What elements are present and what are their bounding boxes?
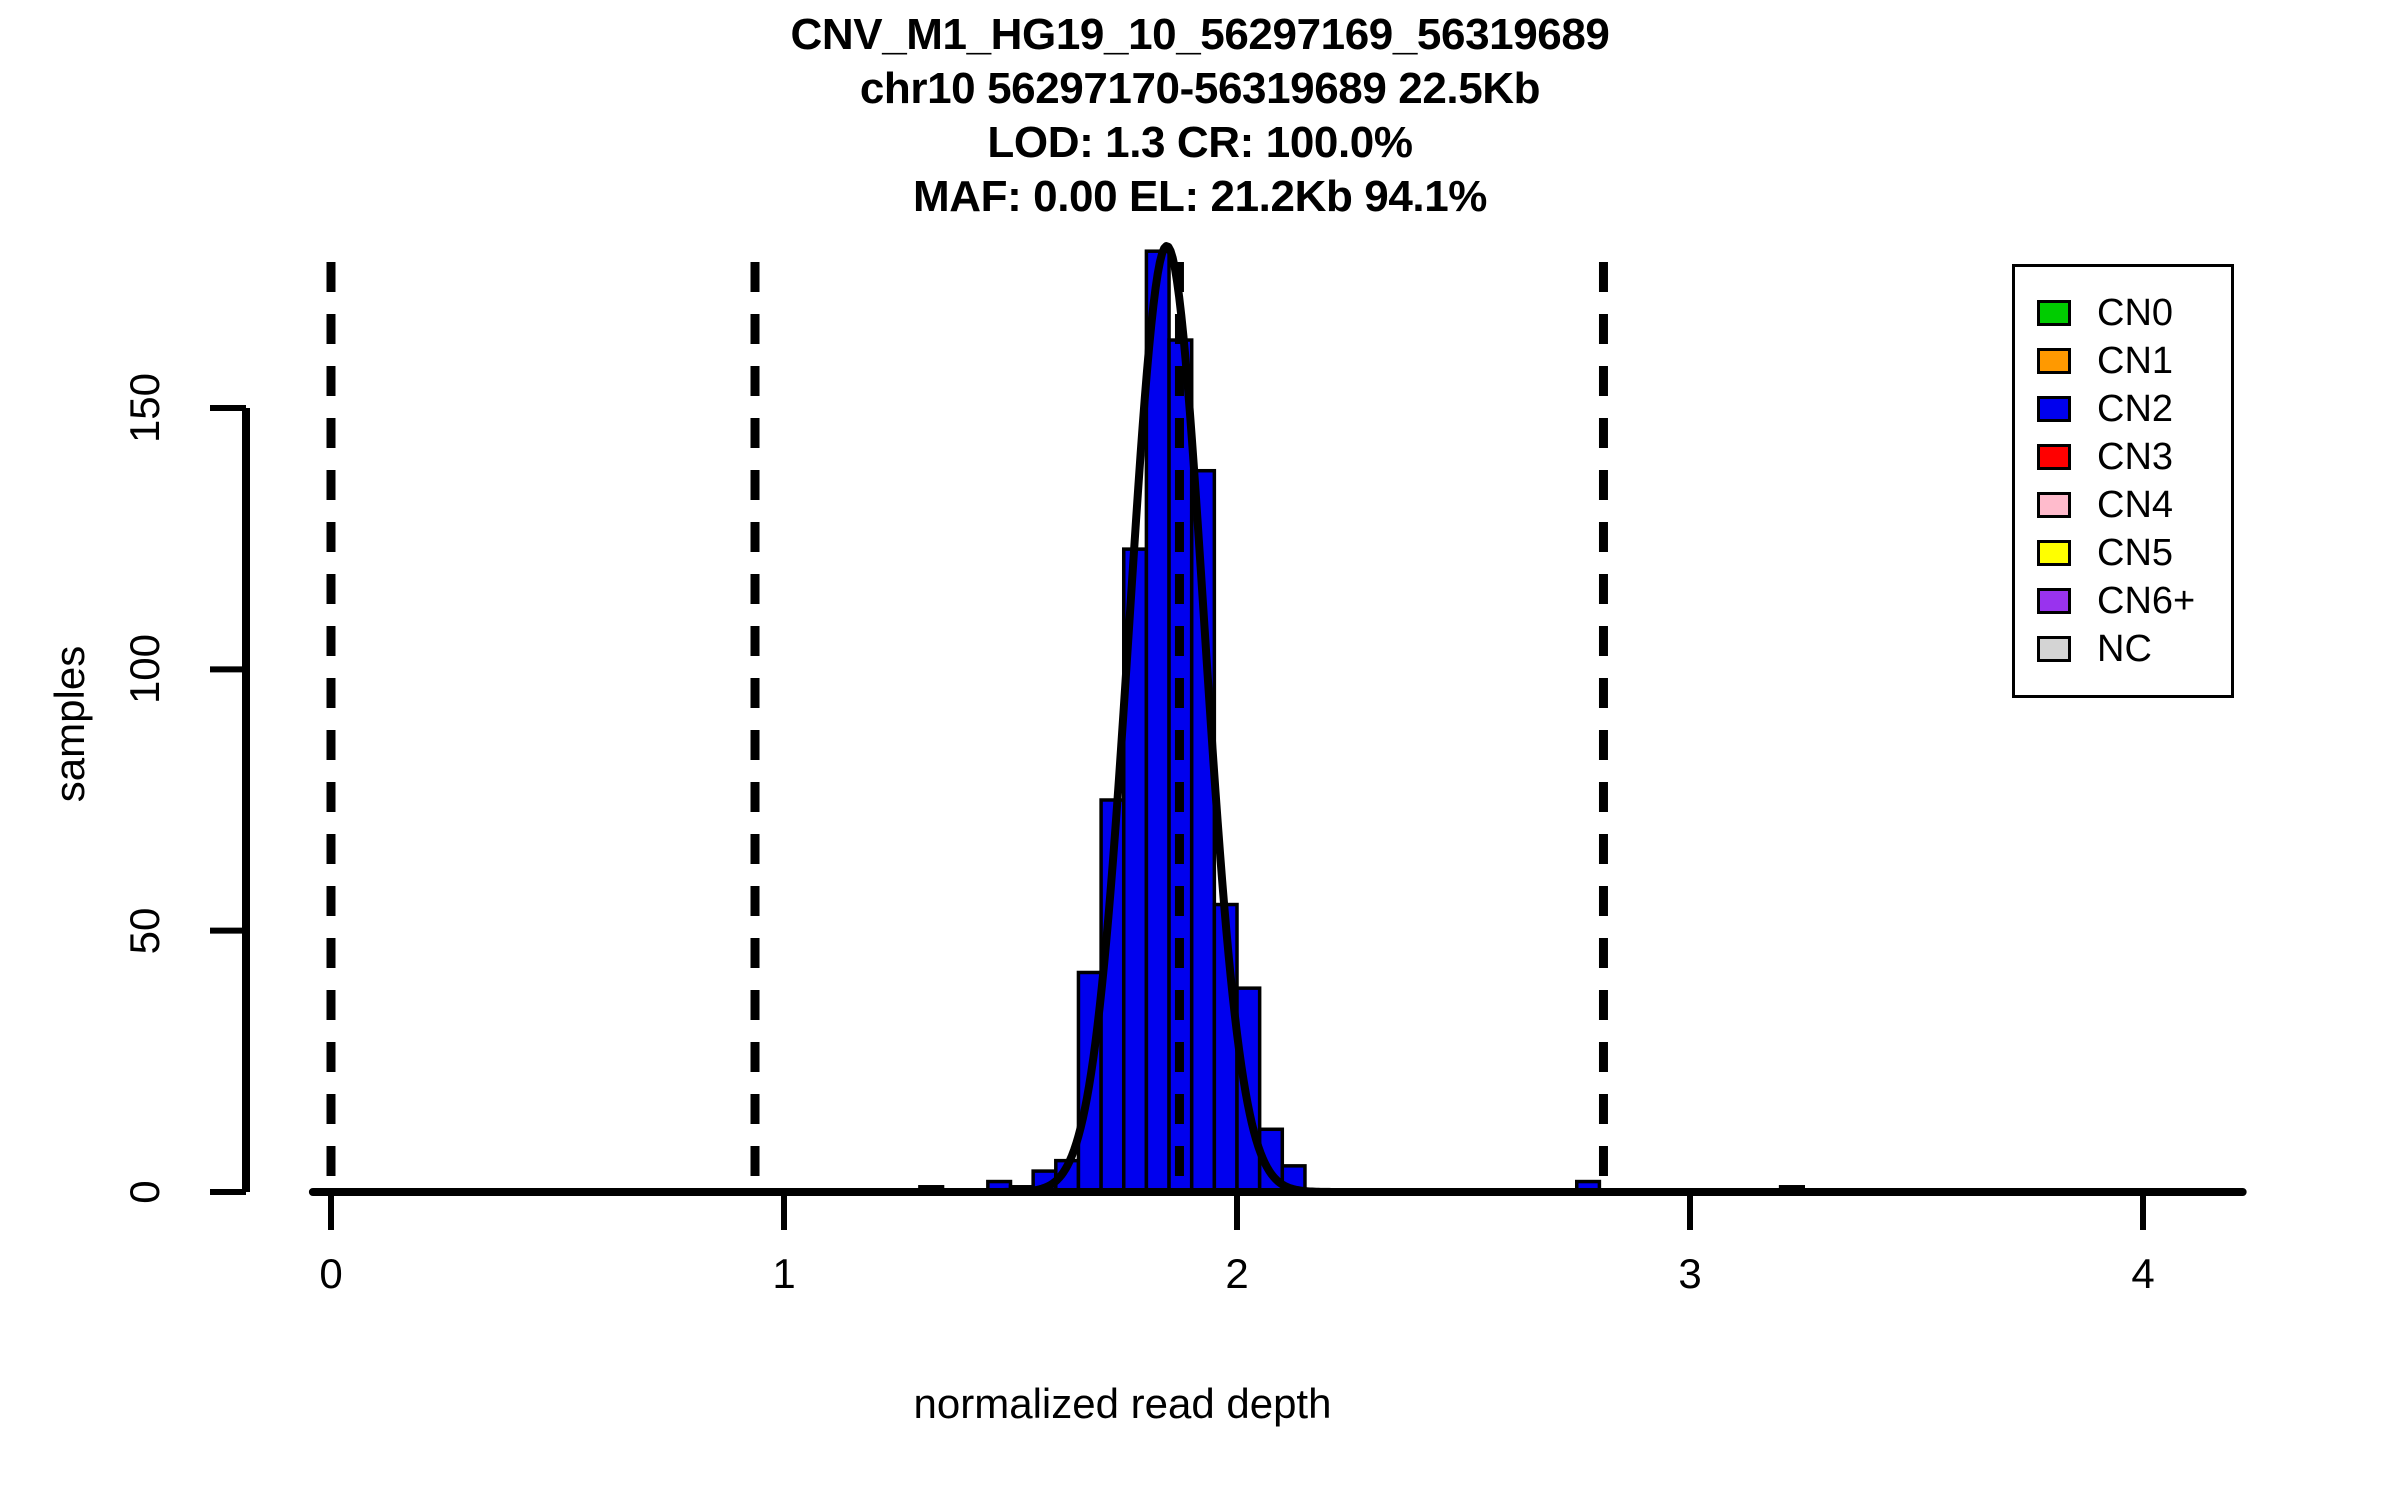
legend-swatch-icon xyxy=(2037,492,2071,518)
legend-item-label: CN1 xyxy=(2097,340,2174,382)
legend-item-label: CN0 xyxy=(2097,292,2174,334)
x-axis-tick-label: 3 xyxy=(1678,1250,1702,1297)
legend-swatch-icon xyxy=(2037,636,2071,662)
legend-item-cn5[interactable]: CN5 xyxy=(2015,529,2231,577)
legend-item-label: CN3 xyxy=(2097,436,2174,478)
x-axis-title: normalized read depth xyxy=(913,1380,1332,1427)
legend-swatch-icon xyxy=(2037,300,2071,326)
legend-swatch-icon xyxy=(2037,588,2071,614)
cn-threshold-lines xyxy=(326,262,1608,1192)
x-axis-tick-label: 4 xyxy=(2131,1250,2155,1297)
legend-item-label: CN5 xyxy=(2097,532,2174,574)
y-axis-tick-label: 150 xyxy=(121,372,168,444)
y-axis-tick-label: 0 xyxy=(121,1180,168,1204)
y-axis-title: samples xyxy=(46,645,93,803)
legend-item-cn1[interactable]: CN1 xyxy=(2015,337,2231,385)
y-axis-tick-label: 100 xyxy=(121,634,168,705)
legend-item-cn0[interactable]: CN0 xyxy=(2015,289,2231,337)
legend-item-label: CN4 xyxy=(2097,484,2174,526)
gaussian-fit-line xyxy=(308,242,2247,1196)
y-axis-tick-label: 50 xyxy=(121,907,168,955)
legend-item-label: CN2 xyxy=(2097,388,2174,430)
legend-swatch-icon xyxy=(2037,540,2071,566)
histogram-bars xyxy=(918,249,1805,1194)
legend-item-cn2[interactable]: CN2 xyxy=(2015,385,2231,433)
legend-swatch-icon xyxy=(2037,396,2071,422)
x-axis-tick-label: 2 xyxy=(1225,1250,1249,1297)
x-axis-tick-label: 1 xyxy=(772,1250,796,1297)
plot-axes xyxy=(210,405,2236,1230)
density-curve xyxy=(308,242,2247,1196)
histogram-bar xyxy=(1144,249,1171,1194)
legend-swatch-icon xyxy=(2037,444,2071,470)
legend-swatch-icon xyxy=(2037,348,2071,374)
legend-item-nc[interactable]: NC xyxy=(2015,625,2231,673)
copy-number-legend: CN0 CN1 CN2 CN3 CN4 CN5 CN6+ NC xyxy=(2012,264,2234,698)
x-axis-tick-label: 0 xyxy=(319,1250,343,1297)
legend-item-label: CN6+ xyxy=(2097,580,2196,622)
legend-item-cn3[interactable]: CN3 xyxy=(2015,433,2231,481)
legend-item-label: NC xyxy=(2097,628,2152,670)
legend-item-cn6plus[interactable]: CN6+ xyxy=(2015,577,2231,625)
legend-item-cn4[interactable]: CN4 xyxy=(2015,481,2231,529)
